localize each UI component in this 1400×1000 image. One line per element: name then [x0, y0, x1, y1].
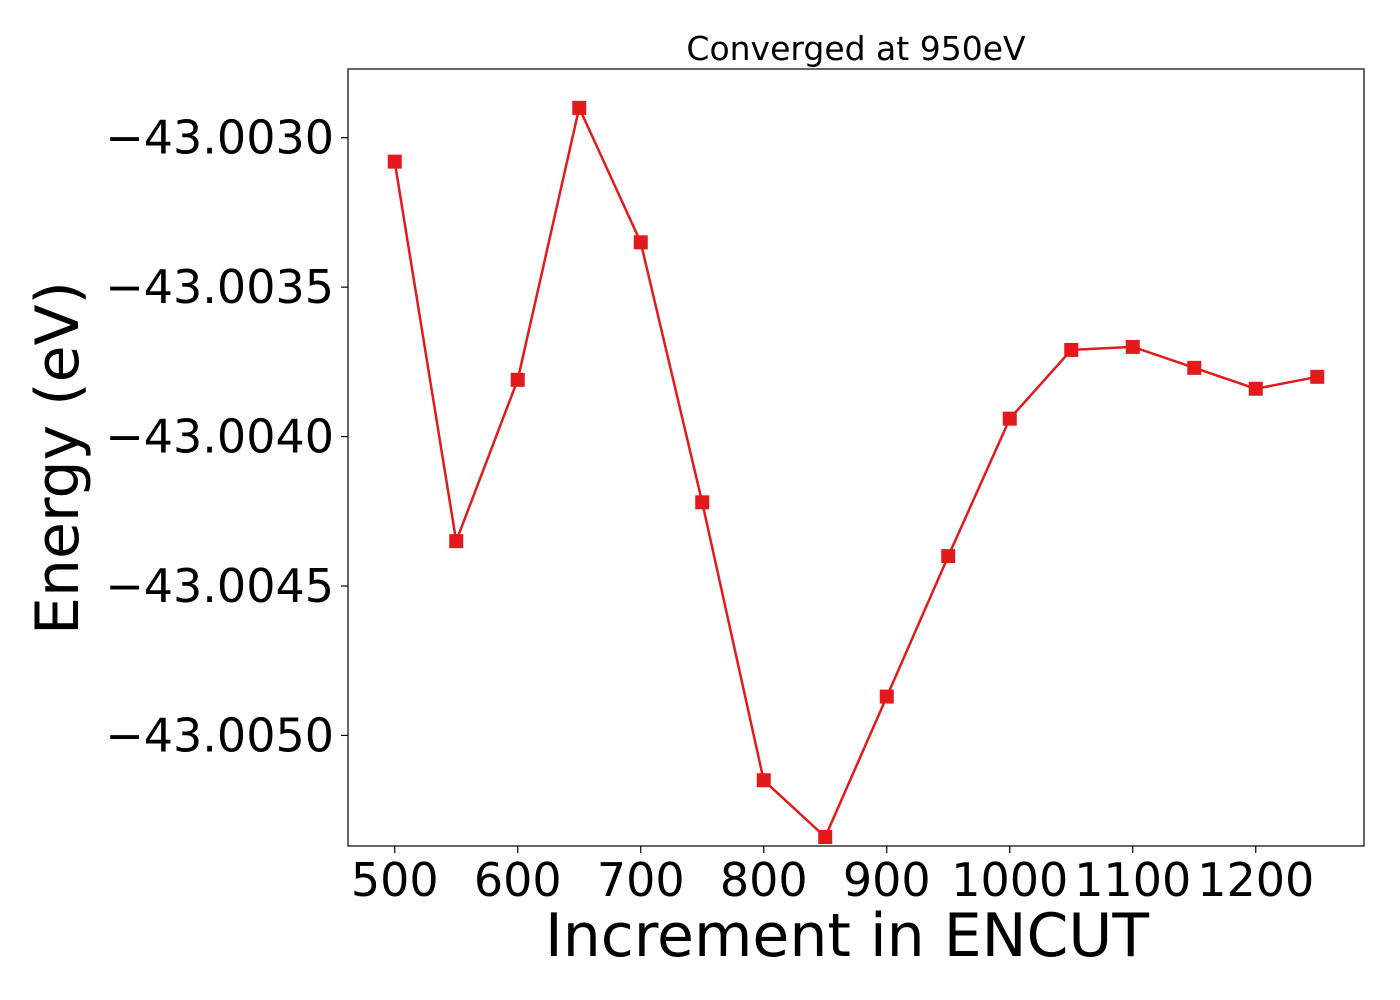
- y-tick-label: −43.0035: [105, 260, 334, 314]
- data-point-marker: [510, 372, 525, 387]
- plot-area: [347, 68, 1365, 847]
- data-point-marker: [1125, 339, 1140, 354]
- data-point-marker: [1310, 369, 1325, 384]
- data-point-marker: [449, 534, 464, 549]
- y-tick-label: −43.0030: [105, 111, 334, 165]
- x-tick-label: 1100: [1074, 853, 1191, 907]
- x-tick-label: 900: [843, 853, 931, 907]
- y-tick-label: −43.0050: [105, 708, 334, 762]
- y-axis-label: Energy (eV): [23, 281, 93, 635]
- data-point-marker: [572, 100, 587, 115]
- x-tick-label: 500: [351, 853, 439, 907]
- data-point-marker: [387, 154, 402, 169]
- y-tick-label: −43.0045: [105, 559, 334, 613]
- data-point-marker: [1002, 411, 1017, 426]
- data-point-marker: [1064, 342, 1079, 357]
- x-tick-label: 1000: [951, 853, 1068, 907]
- x-axis: 500 600 700 800 900 1000 1100 1200: [351, 846, 1314, 907]
- x-axis-label: Increment in ENCUT: [545, 901, 1149, 971]
- x-tick-label: 600: [474, 853, 562, 907]
- x-tick-label: 800: [720, 853, 808, 907]
- data-point-marker: [633, 235, 648, 250]
- data-point-marker: [879, 689, 894, 704]
- series-layer: [387, 100, 1325, 845]
- y-axis: −43.0030 −43.0035 −43.0040 −43.0045 −43.0050: [105, 111, 348, 762]
- data-point-marker: [695, 495, 710, 510]
- data-point-marker: [756, 773, 771, 788]
- series-line: [393, 106, 1318, 839]
- data-point-marker: [941, 549, 956, 564]
- data-point-marker: [1248, 381, 1263, 396]
- x-tick-label: 700: [597, 853, 685, 907]
- chart-title: Converged at 950eV: [686, 29, 1026, 68]
- data-point-marker: [1187, 360, 1202, 375]
- data-point-marker: [818, 830, 833, 845]
- x-tick-label: 1200: [1197, 853, 1314, 907]
- y-tick-label: −43.0040: [105, 410, 334, 464]
